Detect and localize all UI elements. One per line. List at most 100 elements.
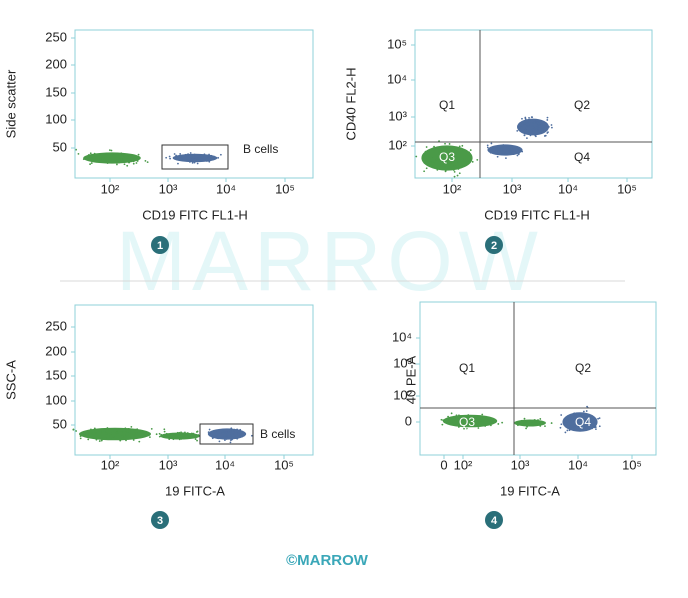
cell-dot bbox=[128, 433, 131, 436]
cell-dot bbox=[475, 415, 478, 418]
cell-dot bbox=[491, 418, 494, 421]
cell-dot bbox=[143, 435, 145, 438]
cell-dot bbox=[133, 435, 136, 438]
cell-dot bbox=[478, 420, 480, 423]
cell-dot bbox=[550, 422, 553, 424]
cell-dot bbox=[458, 172, 461, 175]
cell-dot bbox=[598, 417, 601, 420]
cell-dot bbox=[124, 427, 127, 430]
cell-dot bbox=[194, 158, 197, 161]
cell-dot bbox=[462, 156, 465, 159]
quadrant-label: Q2 bbox=[575, 361, 591, 375]
cell-dot bbox=[586, 418, 589, 421]
cell-dot bbox=[196, 162, 199, 165]
x-tick-label: 10⁴ bbox=[568, 457, 588, 472]
cell-dot bbox=[425, 167, 428, 170]
cell-dot bbox=[507, 150, 510, 153]
cell-dot bbox=[188, 161, 191, 163]
cell-dot bbox=[535, 128, 538, 131]
plot-frame bbox=[74, 29, 314, 179]
cell-dot bbox=[528, 130, 530, 133]
y-axis-label: CD40 FL2-H bbox=[343, 68, 358, 141]
cell-dot bbox=[442, 152, 445, 154]
cell-dot bbox=[121, 436, 124, 438]
cell-dot bbox=[443, 146, 446, 148]
cell-dot bbox=[523, 420, 526, 423]
x-tick-label: 10³ bbox=[503, 181, 522, 196]
cell-dot bbox=[225, 431, 228, 434]
cell-dot bbox=[190, 436, 193, 439]
cell-dot bbox=[91, 431, 93, 434]
gate bbox=[199, 423, 254, 445]
cell-dot bbox=[86, 155, 89, 158]
cell-dot bbox=[106, 162, 109, 164]
cell-dot bbox=[542, 121, 545, 124]
cell-dot bbox=[568, 429, 571, 432]
cell-dot bbox=[116, 163, 118, 166]
cell-dot bbox=[449, 150, 451, 153]
cell-dot bbox=[568, 416, 571, 418]
panel-number: 3 bbox=[157, 515, 163, 527]
cell-dot bbox=[529, 120, 532, 123]
cell-dot bbox=[536, 125, 539, 127]
cell-dot bbox=[186, 155, 189, 158]
cell-dot bbox=[576, 414, 579, 417]
cell-dot bbox=[236, 428, 239, 431]
cell-dot bbox=[471, 423, 473, 426]
cell-dot bbox=[445, 152, 447, 155]
cell-dot bbox=[501, 421, 504, 424]
cell-dot bbox=[570, 420, 573, 423]
footer: ©MARROW bbox=[286, 552, 369, 569]
plot-frame bbox=[74, 304, 314, 456]
cell-dot bbox=[583, 426, 586, 429]
cell-dot bbox=[425, 146, 428, 148]
cell-dot bbox=[231, 429, 234, 432]
cell-dot bbox=[177, 434, 179, 437]
cell-dot bbox=[104, 160, 107, 163]
cell-dot bbox=[497, 150, 500, 153]
cell-dot bbox=[533, 122, 536, 124]
cell-dot bbox=[490, 424, 492, 427]
cell-dot bbox=[476, 421, 479, 424]
cell-dot bbox=[93, 427, 96, 430]
cell-dot bbox=[122, 158, 125, 160]
cell-dot bbox=[199, 157, 202, 160]
cell-dot bbox=[521, 150, 524, 153]
cell-dot bbox=[177, 162, 179, 165]
cell-dot bbox=[520, 422, 522, 425]
cell-dot bbox=[453, 175, 456, 178]
cell-dot bbox=[467, 418, 470, 421]
cell-dot bbox=[529, 134, 532, 137]
cell-dot bbox=[105, 432, 107, 435]
cell-dot bbox=[129, 155, 132, 157]
cell-dot bbox=[82, 158, 85, 161]
cell-dot bbox=[173, 436, 176, 439]
cell-dot bbox=[183, 436, 186, 439]
cell-dot bbox=[448, 143, 451, 145]
cell-dot bbox=[144, 159, 147, 162]
x-tick-label: 10³ bbox=[511, 457, 530, 472]
cell-dot bbox=[461, 158, 464, 161]
gate-label: B cells bbox=[260, 427, 295, 441]
cell-dot bbox=[457, 168, 460, 170]
cell-dot bbox=[455, 153, 458, 155]
cell-dot bbox=[204, 157, 207, 160]
cell-dot bbox=[540, 123, 543, 126]
cell-dot bbox=[178, 438, 181, 441]
cell-dot bbox=[530, 116, 533, 118]
cell-dot bbox=[560, 423, 563, 426]
cell-dot bbox=[188, 155, 191, 158]
cell-dot bbox=[543, 421, 546, 424]
cell-dot bbox=[216, 430, 219, 433]
cell-dot bbox=[168, 155, 171, 158]
cell-dot bbox=[524, 118, 527, 121]
cell-dot bbox=[534, 126, 537, 129]
cell-dot bbox=[122, 159, 124, 162]
cell-dot bbox=[216, 436, 219, 439]
cell-dot bbox=[200, 155, 203, 158]
cell-dot bbox=[237, 433, 240, 436]
cell-dot bbox=[195, 434, 197, 437]
cell-dot bbox=[433, 159, 436, 162]
cell-dot bbox=[436, 168, 439, 171]
cell-dot bbox=[446, 421, 449, 424]
